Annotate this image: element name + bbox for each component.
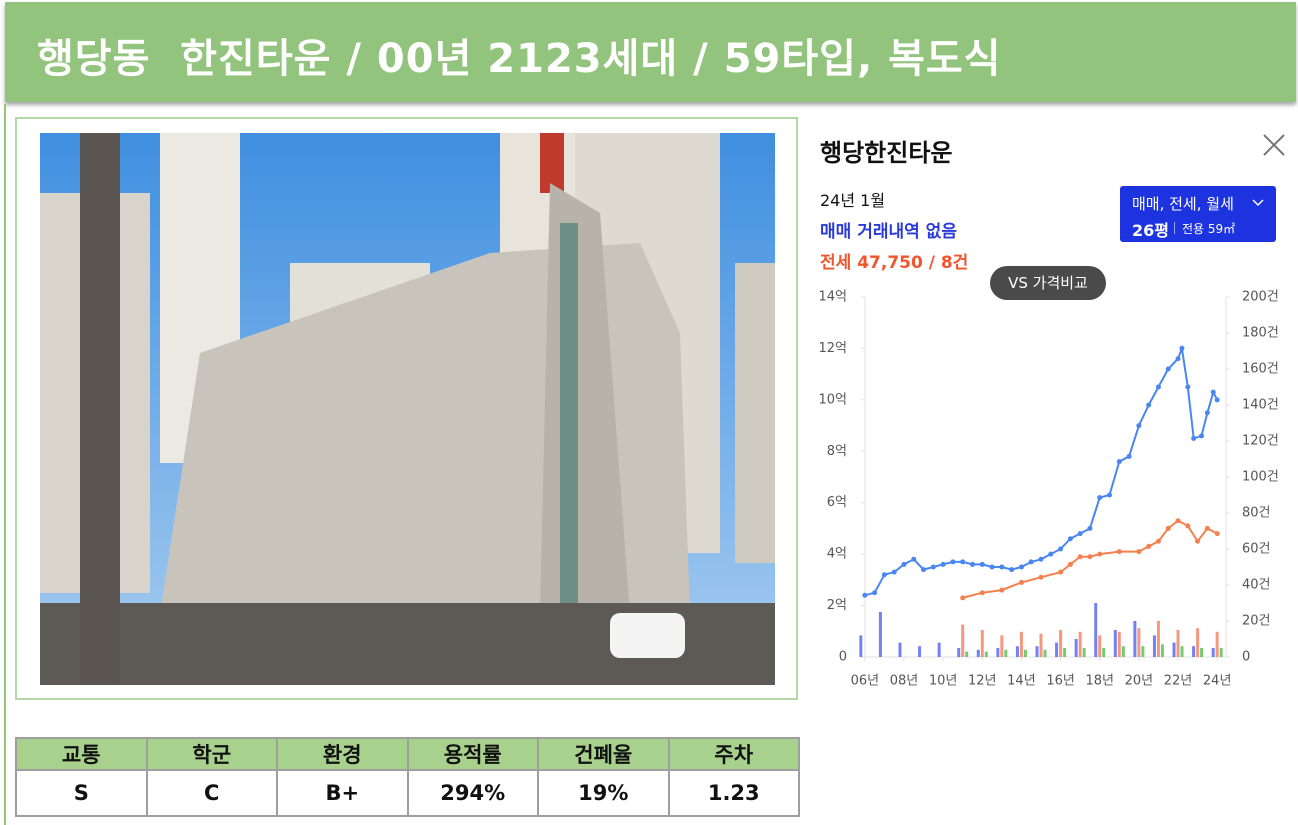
cell: B+ — [276, 769, 409, 817]
price-panel: 행당한진타운 24년 1월 매매 거래내역 없음 전세 47,750 / 8건 … — [810, 117, 1298, 707]
border — [4, 104, 6, 825]
size-label: 26평 — [1132, 221, 1169, 240]
building — [735, 263, 775, 563]
chevron — [1252, 199, 1264, 207]
header-cell: 교통 — [15, 737, 148, 771]
car — [610, 613, 685, 658]
photo — [40, 133, 775, 685]
sale-info: 매매 거래내역 없음 — [820, 222, 957, 242]
cell: 1.23 — [667, 769, 800, 817]
pole — [80, 133, 120, 685]
photo-frame — [15, 117, 798, 700]
area-label: 전용 59㎡ — [1182, 222, 1236, 236]
panel-date: 24년 1월 — [820, 191, 886, 210]
table-header: 교통 학군 환경 용적률 건폐율 주차 — [15, 737, 800, 771]
header-cell: 주차 — [667, 737, 800, 771]
header-cell: 환경 — [276, 737, 409, 771]
cell: 19% — [537, 769, 670, 817]
header-cell: 용적률 — [406, 737, 539, 771]
compare-button[interactable]: VS 가격비교 — [990, 266, 1106, 300]
header: 행당동 한진타운 / 00년 2123세대 / 59타입, 복도식 — [5, 2, 1296, 102]
close-icon[interactable] — [1262, 133, 1286, 157]
metrics-table: 교통 학군 환경 용적률 건폐율 주차 S C B+ 294% 19% 1.23 — [15, 737, 800, 817]
header-cell: 건폐율 — [537, 737, 670, 771]
cell: S — [15, 769, 148, 817]
cell: 294% — [406, 769, 539, 817]
cell: C — [145, 769, 278, 817]
filter-button[interactable]: 매매, 전세, 월세 26평 전용 59㎡ — [1120, 186, 1276, 242]
header-cell: 학군 — [145, 737, 278, 771]
glass — [560, 223, 578, 603]
tower — [540, 133, 564, 193]
filter-label: 매매, 전세, 월세 — [1132, 195, 1234, 213]
header-title: 행당동 한진타운 / 00년 2123세대 / 59타입, 복도식 — [37, 36, 1002, 82]
table-row: S C B+ 294% 19% 1.23 — [15, 769, 800, 817]
jeonse-info: 전세 47,750 / 8건 — [820, 253, 969, 273]
separator — [1174, 222, 1175, 234]
panel-title: 행당한진타운 — [820, 139, 953, 167]
